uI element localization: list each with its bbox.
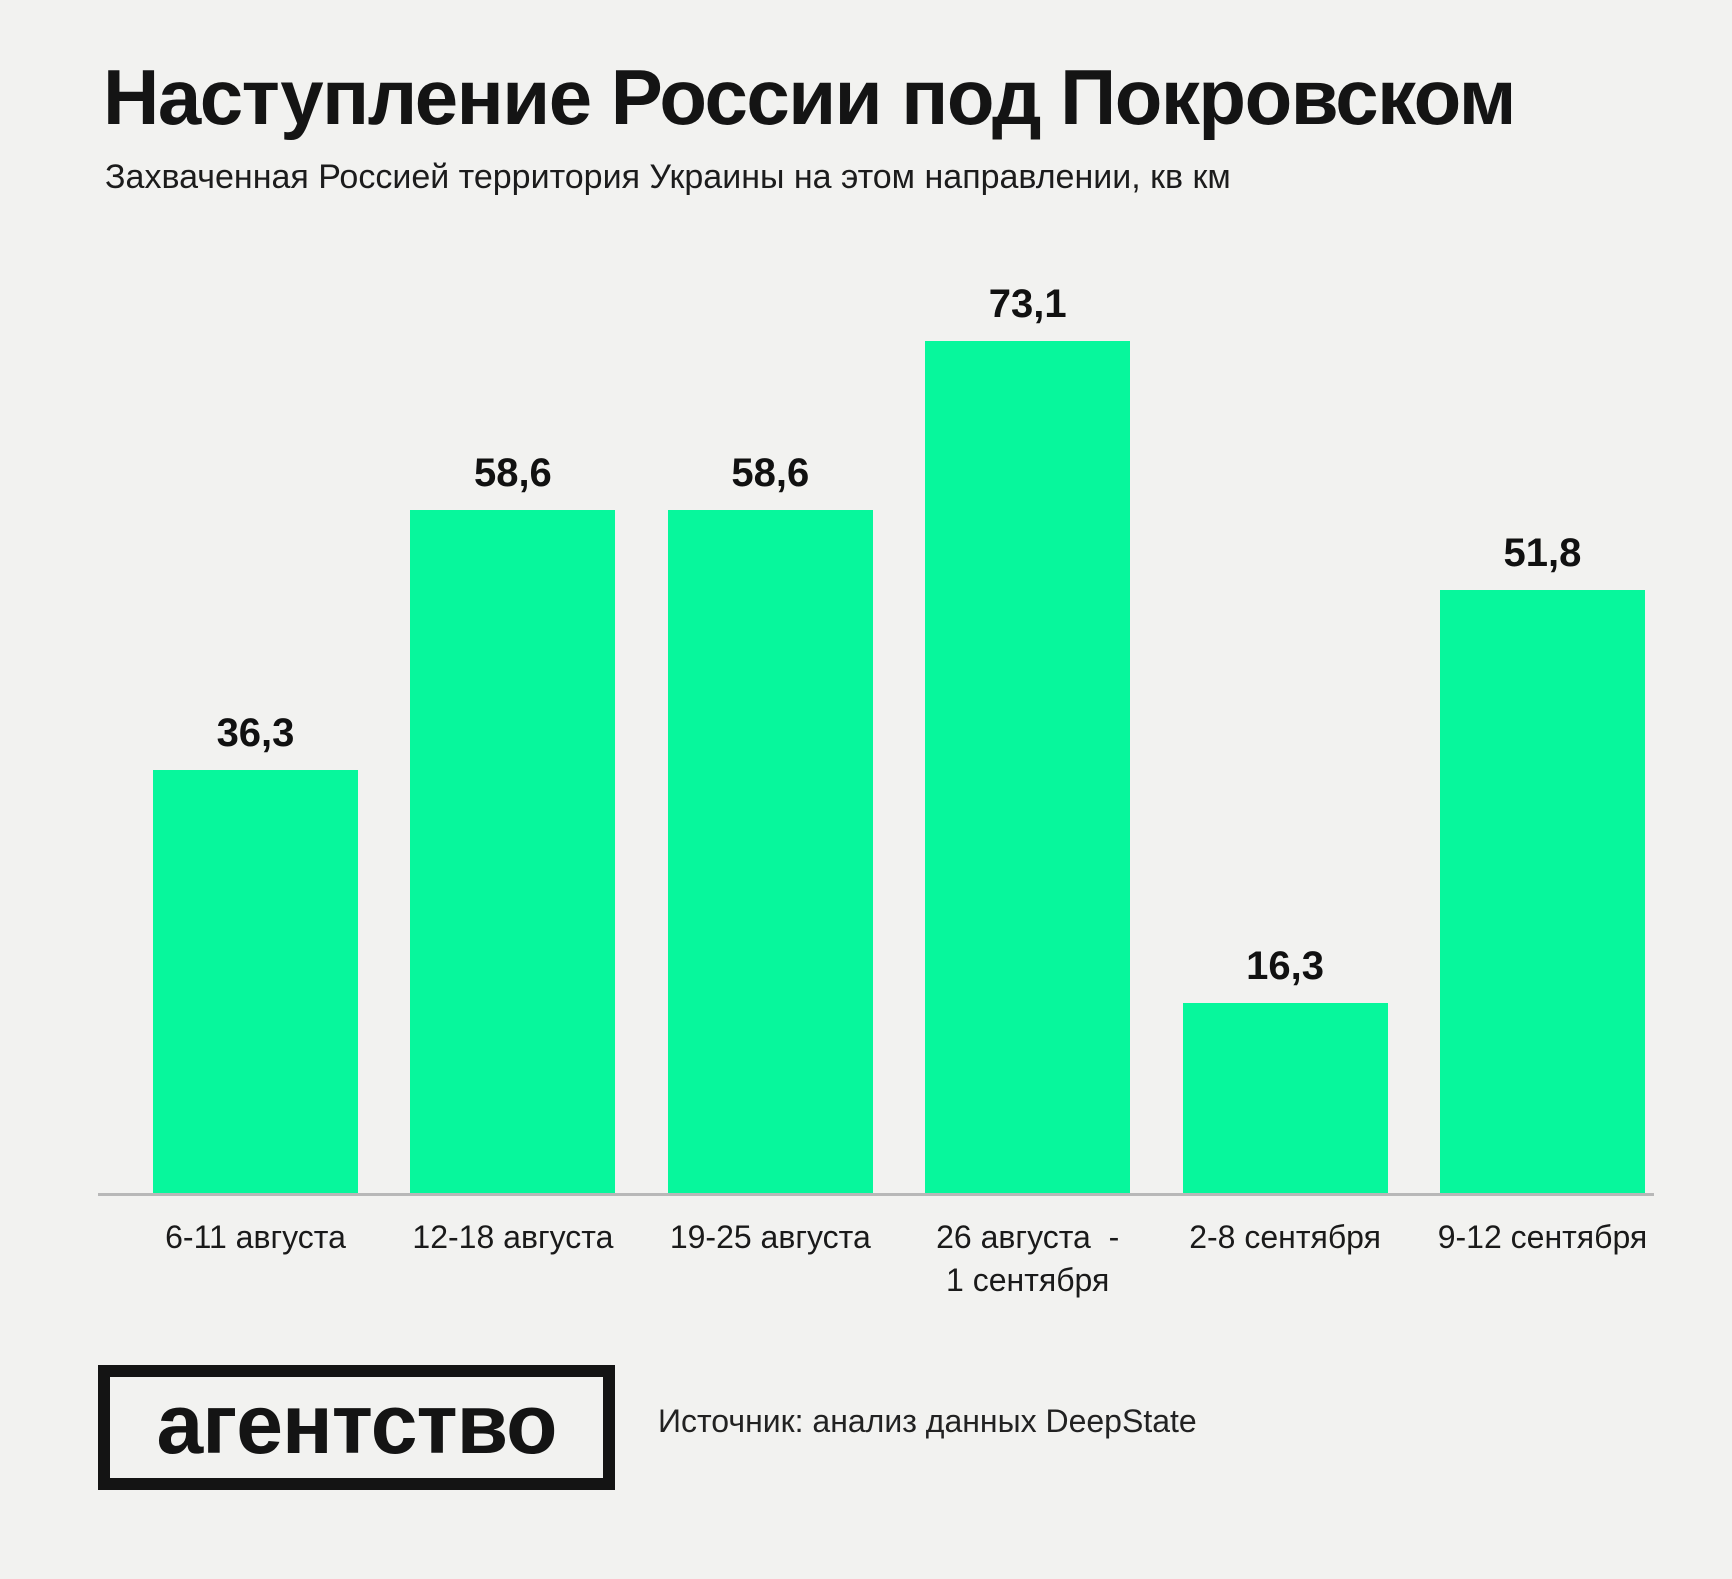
x-axis-label: 6-11 августа — [165, 1219, 346, 1255]
bar-value-label: 73,1 — [988, 282, 1067, 326]
x-axis-label: 9-12 сентября — [1437, 1219, 1648, 1255]
bar-value-label: 36,3 — [216, 711, 295, 755]
bar-group: 16,3 — [1182, 944, 1388, 1193]
bar-value-label: 58,6 — [731, 451, 810, 495]
bar-group: 58,6 — [410, 451, 616, 1193]
source-note: Источник: анализ данных DeepState — [658, 1403, 1197, 1439]
x-axis-label: 26 августа - 1 сентября — [936, 1219, 1120, 1299]
x-axis-label: 12-18 августа — [412, 1219, 614, 1255]
bar-value-label: 58,6 — [473, 451, 552, 495]
bar — [1182, 1003, 1388, 1193]
logo-text: агентство — [156, 1376, 558, 1471]
bar-value-label: 16,3 — [1246, 944, 1324, 988]
x-axis-labels: 6-11 августа 12-18 августа 19-25 августа… — [98, 1216, 1654, 1302]
bar-value-label: 51,8 — [1503, 531, 1582, 575]
bars-container: 36,3 58,6 58,6 73,1 16,3 51,8 — [98, 0, 1654, 1193]
chart-subtitle: Захваченная Россией территория Украины н… — [105, 158, 1231, 196]
bar — [925, 341, 1131, 1193]
bar — [667, 510, 873, 1193]
bar-group: 51,8 — [1439, 531, 1645, 1193]
agentstvo-logo: агентство — [98, 1365, 615, 1490]
chart-title: Наступление России под Покровском — [103, 53, 1516, 141]
bar — [1439, 590, 1645, 1193]
x-axis-label: 19-25 августа — [669, 1219, 871, 1255]
bar-group: 58,6 — [667, 451, 873, 1193]
bar-group: 73,1 — [925, 282, 1131, 1193]
bar-group: 36,3 — [153, 711, 358, 1193]
bar — [153, 770, 358, 1193]
x-axis-label: 2-8 сентября — [1189, 1219, 1381, 1255]
plot-area: 36,3 58,6 58,6 73,1 16,3 51,8 — [98, 0, 1654, 1196]
bar — [410, 510, 616, 1193]
